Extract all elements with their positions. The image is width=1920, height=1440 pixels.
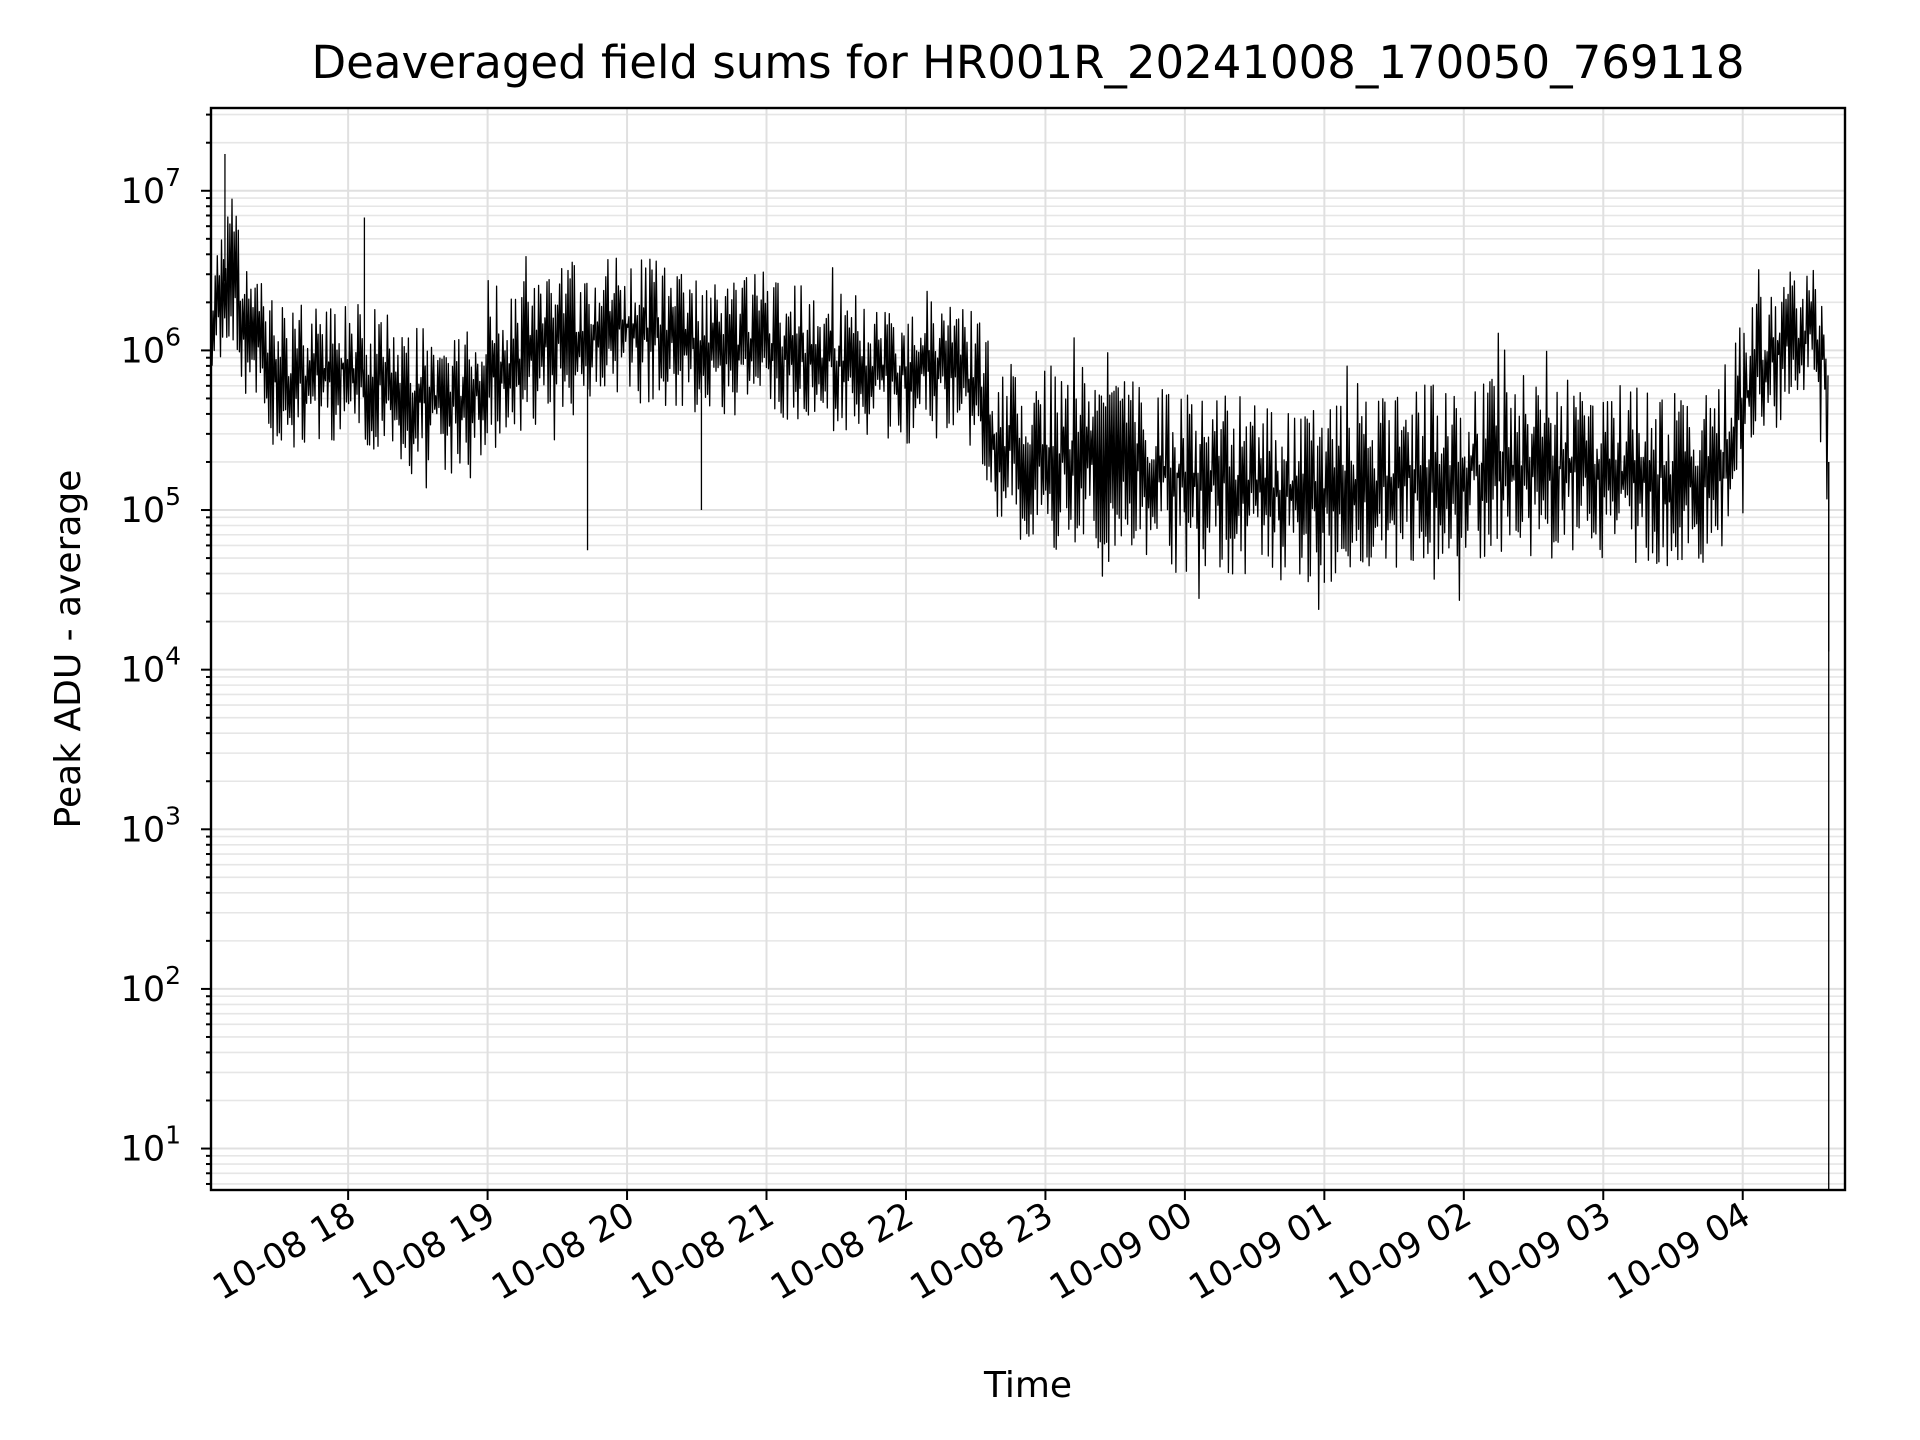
y-tick-label: 104 xyxy=(121,642,181,691)
y-tick-label: 107 xyxy=(121,163,181,212)
chart-title: Deaveraged field sums for HR001R_2024100… xyxy=(312,36,1745,89)
y-tick-label: 102 xyxy=(121,961,181,1010)
y-tick-label: 103 xyxy=(121,801,181,850)
series-line xyxy=(210,198,1829,611)
series-layer xyxy=(210,153,1830,1190)
x-axis-label: Time xyxy=(983,1365,1072,1406)
plot-frame xyxy=(209,106,1847,1192)
y-tick-label: 101 xyxy=(121,1121,181,1170)
y-tick-label: 106 xyxy=(121,322,181,371)
y-tick-label: 105 xyxy=(121,482,181,531)
y-axis-label: Peak ADU - average xyxy=(48,470,89,829)
